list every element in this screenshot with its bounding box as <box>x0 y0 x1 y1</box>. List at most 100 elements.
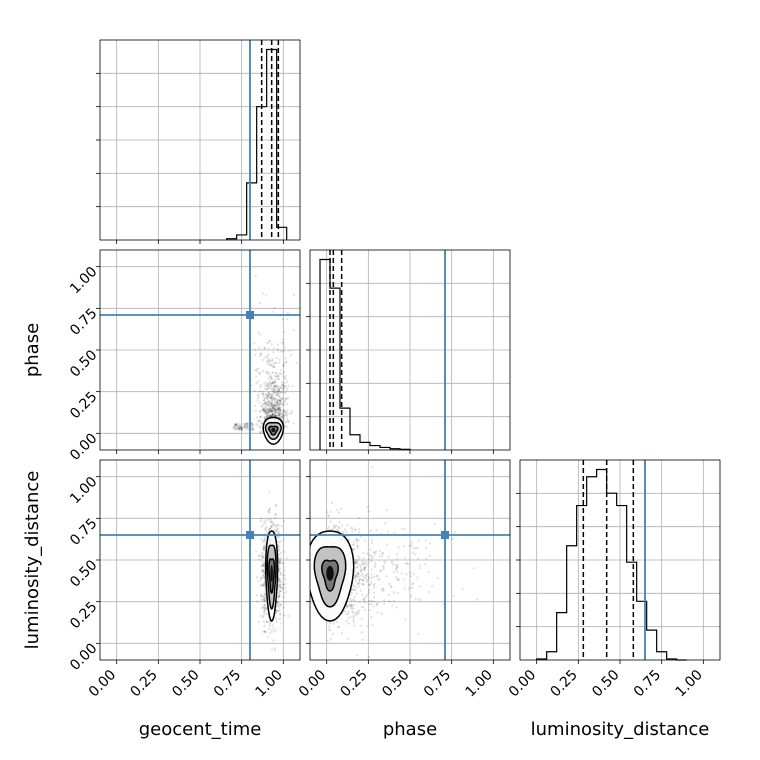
sample-point <box>263 402 266 405</box>
sample-point <box>357 572 360 575</box>
sample-point <box>282 417 285 420</box>
sample-point <box>354 573 357 576</box>
sample-point <box>273 404 276 407</box>
sample-point <box>382 590 385 593</box>
sample-point <box>329 629 332 632</box>
sample-point <box>279 612 282 616</box>
sample-point <box>273 524 276 528</box>
sample-point <box>261 569 264 572</box>
sample-point <box>360 606 363 609</box>
sample-point <box>281 387 284 390</box>
sample-point <box>274 382 277 385</box>
sample-point <box>244 427 247 430</box>
sample-point <box>278 399 281 402</box>
sample-point <box>270 377 273 380</box>
sample-point <box>263 347 267 350</box>
sample-point <box>269 340 272 343</box>
sample-point <box>270 407 273 410</box>
sample-point <box>276 412 279 415</box>
sample-point <box>279 586 282 589</box>
sample-point <box>352 614 355 618</box>
sample-point <box>278 372 281 375</box>
sample-point <box>270 376 273 379</box>
sample-point <box>266 403 269 406</box>
sample-point <box>372 591 376 594</box>
sample-point <box>281 562 284 565</box>
sample-point <box>265 413 268 416</box>
sample-point <box>260 555 264 558</box>
sample-point <box>282 520 286 523</box>
sample-point <box>400 572 403 575</box>
sample-point <box>275 620 278 624</box>
sample-point <box>271 390 274 393</box>
sample-point <box>274 391 277 394</box>
sample-point <box>369 554 372 557</box>
sample-point <box>262 554 265 557</box>
sample-point <box>356 545 359 548</box>
sample-point <box>282 414 285 418</box>
sample-point <box>278 562 281 565</box>
sample-point <box>357 612 360 615</box>
sample-point <box>240 428 243 431</box>
sample-point <box>339 507 342 510</box>
sample-point <box>279 572 282 575</box>
sample-point <box>263 410 266 413</box>
sample-point <box>282 606 285 609</box>
sample-point <box>272 362 275 365</box>
sample-point <box>288 412 291 415</box>
sample-point <box>279 400 282 403</box>
sample-point <box>269 396 273 399</box>
sample-point <box>276 531 279 534</box>
sample-point <box>271 387 274 390</box>
sample-point <box>396 564 399 567</box>
sample-point <box>282 411 285 414</box>
sample-point <box>277 408 280 411</box>
sample-point <box>275 409 278 412</box>
sample-point <box>252 429 255 432</box>
sample-point <box>358 581 361 585</box>
sample-point <box>403 578 406 581</box>
sample-point <box>345 612 348 615</box>
sample-point <box>238 428 241 431</box>
sample-point <box>276 399 279 402</box>
sample-point <box>352 584 355 587</box>
sample-point <box>382 567 385 571</box>
sample-point <box>279 400 282 403</box>
sample-point <box>266 621 269 624</box>
sample-point <box>256 395 259 398</box>
sample-point <box>364 596 367 599</box>
sample-point <box>364 574 367 577</box>
sample-point <box>260 553 263 556</box>
sample-point <box>269 408 272 411</box>
sample-point <box>355 580 358 583</box>
sample-point <box>366 572 369 576</box>
sample-point <box>292 422 295 425</box>
sample-point <box>374 564 377 567</box>
sample-point <box>284 412 287 415</box>
sample-point <box>338 520 341 524</box>
sample-point <box>270 378 274 381</box>
sample-point <box>265 415 269 418</box>
sample-point <box>282 365 285 368</box>
sample-point <box>347 637 350 640</box>
sample-point <box>279 391 282 394</box>
sample-point <box>275 403 278 407</box>
sample-point <box>238 428 241 431</box>
sample-point <box>273 414 276 417</box>
sample-point <box>354 560 357 563</box>
sample-point <box>278 562 281 565</box>
sample-point <box>360 569 363 572</box>
sample-point <box>271 522 275 526</box>
sample-point <box>279 560 282 563</box>
sample-point <box>284 582 287 585</box>
sample-point <box>261 570 264 574</box>
sample-point <box>277 404 280 407</box>
panel-hist-geocent_time <box>96 39 301 241</box>
sample-point <box>380 612 383 616</box>
sample-point <box>395 576 398 579</box>
sample-point <box>263 596 266 599</box>
sample-point <box>234 423 237 427</box>
sample-point <box>277 553 281 556</box>
sample-point <box>331 501 334 504</box>
sample-point <box>295 361 298 364</box>
